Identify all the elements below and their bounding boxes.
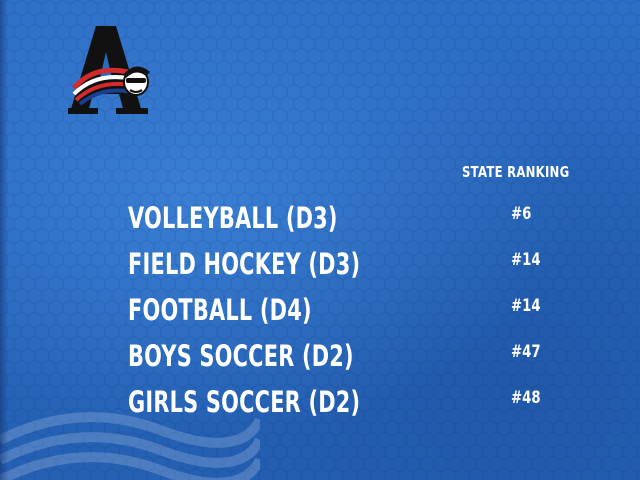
ranking-row: GIRLS SOCCER (D2) #48 <box>128 384 578 430</box>
state-rank: #47 <box>511 342 541 362</box>
sport-name: VOLLEYBALL (D3) <box>128 201 338 235</box>
ranking-row: BOYS SOCCER (D2) #47 <box>128 338 578 384</box>
ranking-row: FIELD HOCKEY (D3) #14 <box>128 246 578 292</box>
sport-name: BOYS SOCCER (D2) <box>128 339 354 373</box>
state-rank: #14 <box>511 250 541 270</box>
team-logo-letter-a-icon <box>68 26 150 114</box>
state-rank: #48 <box>511 388 541 408</box>
ranking-row: FOOTBALL (D4) #14 <box>128 292 578 338</box>
sport-name: FOOTBALL (D4) <box>128 293 312 327</box>
rankings-list: VOLLEYBALL (D3) #6 FIELD HOCKEY (D3) #14… <box>128 200 578 430</box>
state-ranking-header: STATE RANKING <box>462 163 570 181</box>
state-rank: #6 <box>511 204 532 224</box>
left-edge-shadow <box>0 0 8 480</box>
faded-flag-graphic <box>0 412 260 480</box>
sport-name: FIELD HOCKEY (D3) <box>128 247 361 281</box>
ranking-row: VOLLEYBALL (D3) #6 <box>128 200 578 246</box>
sport-name: GIRLS SOCCER (D2) <box>128 385 361 419</box>
team-logo <box>66 22 156 118</box>
state-rank: #14 <box>511 296 541 316</box>
